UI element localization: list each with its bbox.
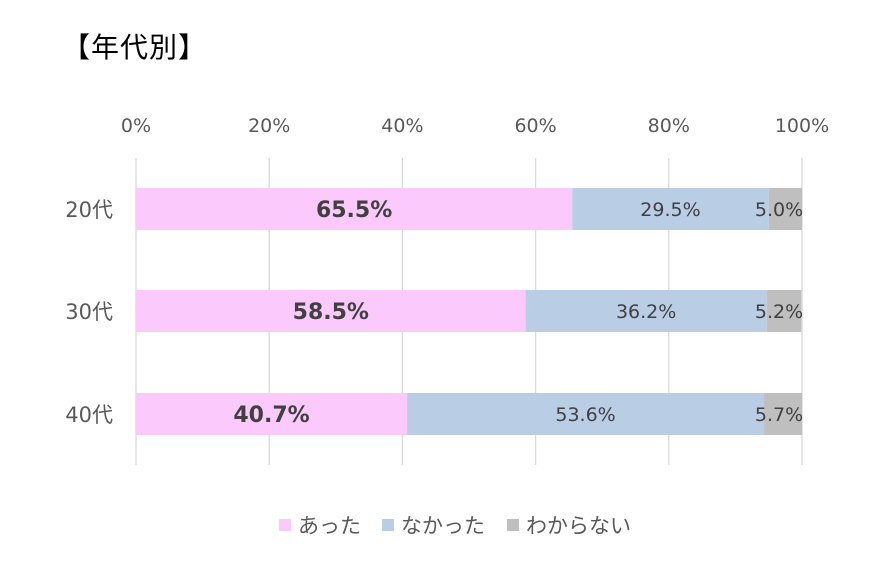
bar-segment: [136, 393, 408, 435]
x-tick-label: 100%: [775, 115, 829, 137]
bar-segment: [407, 393, 765, 435]
x-tick-label: 40%: [381, 115, 423, 137]
data-label: 53.6%: [555, 404, 615, 426]
data-label: 40.7%: [233, 403, 309, 428]
x-tick-label: 20%: [248, 115, 290, 137]
category-label: 30代: [65, 300, 113, 324]
value-labels: 65.5% 29.5% 5.0% 58.5% 36.2% 5.2% 40.7% 53.6% 5.…: [233, 198, 803, 428]
data-label: 58.5%: [293, 300, 369, 325]
bar-segment: [572, 188, 769, 230]
data-label: 36.2%: [616, 301, 676, 323]
x-axis-ticks: 0% 20% 40% 60% 80% 100%: [121, 115, 829, 137]
legend-swatch: [279, 519, 291, 531]
data-label: 65.5%: [316, 198, 392, 223]
legend-label: なかった: [401, 514, 485, 538]
legend: あった なかった わからない: [279, 514, 631, 538]
bar-segment: [136, 290, 526, 332]
bar-segment: [766, 290, 802, 332]
category-label: 20代: [65, 198, 113, 222]
legend-swatch: [507, 519, 519, 531]
chart-title: 【年代別】: [62, 31, 208, 64]
x-tick-label: 80%: [648, 115, 690, 137]
bar-segment: [764, 393, 802, 435]
bar-segment: [525, 290, 767, 332]
bar-segment: [136, 188, 573, 230]
data-label: 5.0%: [755, 199, 803, 221]
data-label: 5.2%: [755, 301, 803, 323]
category-labels: 20代 30代 40代: [65, 198, 113, 427]
data-label: 5.7%: [755, 404, 803, 426]
bar-segment: [768, 188, 802, 230]
legend-label: あった: [298, 514, 361, 538]
bars: [136, 188, 802, 435]
x-tick-label: 0%: [121, 115, 151, 137]
x-tick-label: 60%: [514, 115, 556, 137]
category-label: 40代: [65, 403, 113, 427]
legend-swatch: [382, 519, 394, 531]
legend-label: わからない: [526, 514, 631, 538]
data-label: 29.5%: [640, 199, 700, 221]
